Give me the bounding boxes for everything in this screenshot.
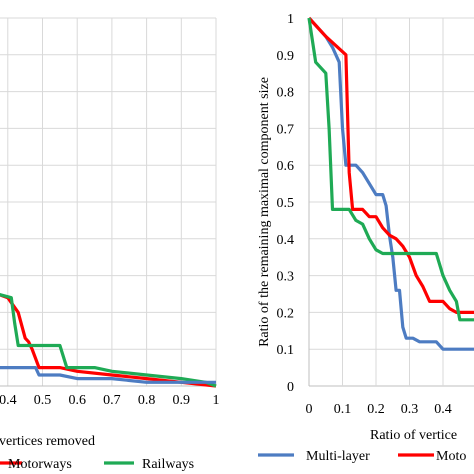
series-line-railways — [0, 293, 217, 388]
x-tick-label: 0.3 — [401, 402, 419, 417]
x-tick-label: 0 — [306, 402, 313, 417]
x-tick-label: 0.8 — [138, 393, 156, 408]
series-line-unnamed-2 — [307, 17, 474, 322]
y-tick-label: 0.9 — [277, 49, 295, 64]
series-line-unnamed-2 — [0, 366, 216, 384]
x-axis-title: Ratio of vertices removed — [0, 434, 95, 449]
left-chart: 0.4 0.5 0.6 0.7 0.8 0.9 1 Ratio of vertices rem… — [0, 17, 220, 472]
x-tick-label: 0.9 — [173, 393, 191, 408]
x-tick-label: 0.1 — [334, 402, 352, 417]
y-tick-label: 0.4 — [277, 233, 295, 248]
legend: Motorways Railways — [0, 457, 194, 472]
x-tick-label: 0.7 — [103, 393, 121, 408]
legend-label: Railways — [142, 457, 194, 472]
legend-label: Multi-layer — [306, 449, 370, 464]
y-axis-title: Ratio of the remaining maximal component… — [257, 77, 272, 347]
right-chart: 0 0.1 0.2 0.3 0.4 0.5 0.6 0.7 0.8 0.9 1 0 0.1 0.2 0.3 0… — [257, 12, 474, 464]
y-tick-label: 0.6 — [277, 159, 295, 174]
x-tick-label: 0.4 — [0, 393, 17, 408]
series-line-multi-layer — [307, 16, 474, 351]
y-tick-label: 0.5 — [277, 196, 295, 211]
y-tick-label: 0.8 — [277, 86, 295, 101]
y-tick-label: 0.2 — [277, 306, 295, 321]
y-tick-label: 0 — [287, 380, 294, 395]
x-axis-title: Ratio of vertice — [370, 428, 457, 443]
series-line-motorways — [0, 293, 217, 388]
y-tick-label: 0.3 — [277, 270, 295, 285]
y-tick-label: 0.7 — [277, 122, 295, 137]
legend-label: Moto — [436, 449, 466, 464]
x-tick-label: 0.5 — [34, 393, 52, 408]
series-line-moto — [307, 16, 474, 314]
y-tick-label: 0.1 — [277, 343, 295, 358]
y-tick-label: 1 — [287, 12, 294, 27]
x-tick-label: 0.4 — [434, 402, 452, 417]
x-tick-label: 1 — [213, 393, 220, 408]
legend-label: Motorways — [8, 457, 72, 472]
legend: Multi-layer Moto — [258, 449, 466, 464]
x-tick-label: 0.6 — [68, 393, 86, 408]
x-tick-label: 0.2 — [367, 402, 385, 417]
